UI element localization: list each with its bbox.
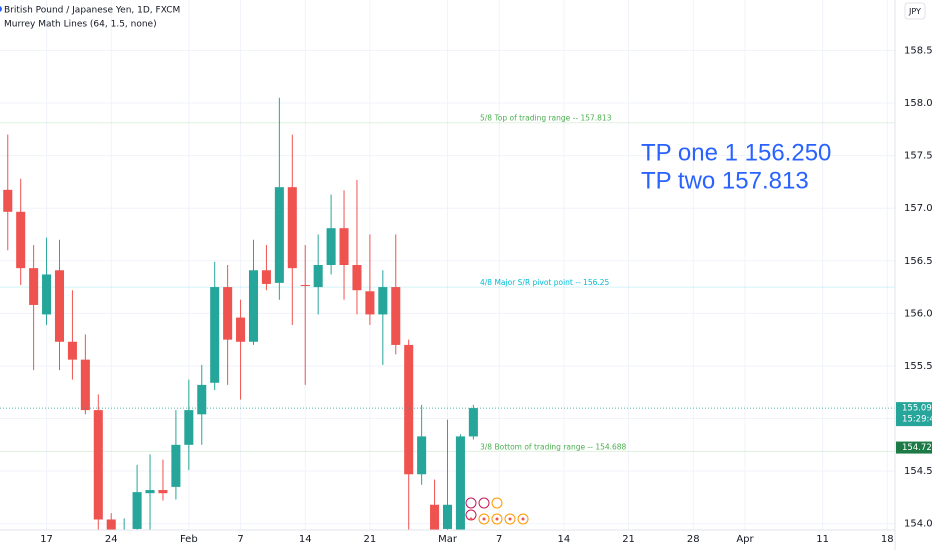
y-tick-label: 158.500 [904, 45, 932, 56]
x-tick-label: 7 [237, 534, 243, 545]
candle-body [16, 211, 26, 269]
y-tick-label: 154.500 [904, 466, 932, 477]
candle-body [442, 504, 453, 529]
candle-body [300, 284, 310, 287]
currency-label[interactable]: JPY [908, 7, 921, 16]
candle-body [417, 436, 427, 475]
candle-body [365, 291, 375, 315]
candle-body [274, 187, 284, 283]
candle-body [430, 504, 440, 530]
candle-body [54, 270, 65, 342]
y-tick-label: 158.000 [904, 98, 932, 109]
candle-body [132, 492, 142, 529]
y-tick-label: 154.000 [904, 519, 932, 530]
candle-body [93, 410, 103, 520]
candle-body [145, 490, 155, 494]
candle-body [184, 410, 194, 445]
x-tick-label: 24 [105, 534, 118, 545]
candle-body [210, 287, 220, 383]
candle-body [42, 274, 52, 315]
murrey-label: 3/8 Bottom of trading range -- 154.688 [480, 442, 627, 451]
indicator-price-label: 154.724 [902, 443, 932, 453]
grid [0, 0, 895, 530]
candle-body [468, 408, 478, 437]
murrey-label: 4/8 Major S/R pivot point -- 156.25 [480, 278, 610, 287]
x-tick-label: 14 [558, 534, 571, 545]
status-dot [0, 6, 2, 12]
currency-button[interactable] [904, 2, 926, 20]
event-icons [465, 497, 529, 525]
candle-body [67, 341, 77, 360]
annotation-text: TP two 157.813 [641, 167, 809, 194]
y-tick-label: 156.500 [904, 256, 932, 267]
last-price-badge [896, 402, 932, 427]
plot-area: 5/8 Top of trading range -- 157.813 4/8 M… [0, 97, 895, 550]
candle-body [106, 519, 116, 530]
indicator-label: Murrey Math Lines (64, 1.5, none) [4, 20, 157, 30]
candle-body [197, 384, 207, 415]
x-tick-label: 11 [816, 534, 829, 545]
x-tick-label: 21 [622, 534, 635, 545]
candle-body [391, 287, 401, 345]
candle-body [287, 187, 297, 269]
candle-body [326, 228, 336, 265]
x-tick-label: Mar [438, 534, 458, 545]
countdown-label: 15:29:42 [902, 415, 932, 425]
murrey-label: 5/8 Top of trading range -- 157.813 [480, 114, 612, 123]
last-price-label: 155.099 [902, 404, 932, 414]
candle-body [339, 228, 349, 265]
candle-body [120, 534, 129, 550]
candle-body [29, 268, 39, 305]
candle-body [236, 317, 246, 342]
candle-body [3, 189, 13, 212]
candle-body [248, 270, 259, 342]
x-tick-label: 21 [364, 534, 377, 545]
candle-body [223, 287, 233, 340]
candle-body [404, 344, 414, 475]
x-tick-label: 7 [496, 534, 502, 545]
x-tick-label: 18 [881, 534, 894, 545]
x-tick-label: Apr [736, 534, 754, 545]
candle-body [80, 359, 90, 411]
x-tick-label: 28 [687, 534, 700, 545]
x-tick-label: Feb [180, 534, 198, 545]
y-tick-label: 157.000 [904, 203, 932, 214]
x-tick-label: 17 [40, 534, 53, 545]
candle-body [261, 270, 271, 284]
candle-body [455, 436, 465, 530]
candle-body [171, 444, 181, 487]
y-tick-label: 155.500 [904, 361, 932, 372]
indicator-price-badge [896, 441, 932, 454]
x-tick-label: 14 [299, 534, 312, 545]
axes: 154.000154.500155.000155.500156.000156.5… [40, 45, 932, 545]
candle-body [352, 265, 362, 291]
y-tick-label: 157.500 [904, 151, 932, 162]
chart-title: British Pound / Japanese Yen, 1D, FXCM [4, 6, 180, 16]
candle-body [158, 490, 168, 494]
candle-body [313, 265, 323, 288]
y-tick-label: 156.000 [904, 308, 932, 319]
candle-body [378, 287, 388, 315]
annotation-text: TP one 1 156.250 [641, 139, 831, 166]
